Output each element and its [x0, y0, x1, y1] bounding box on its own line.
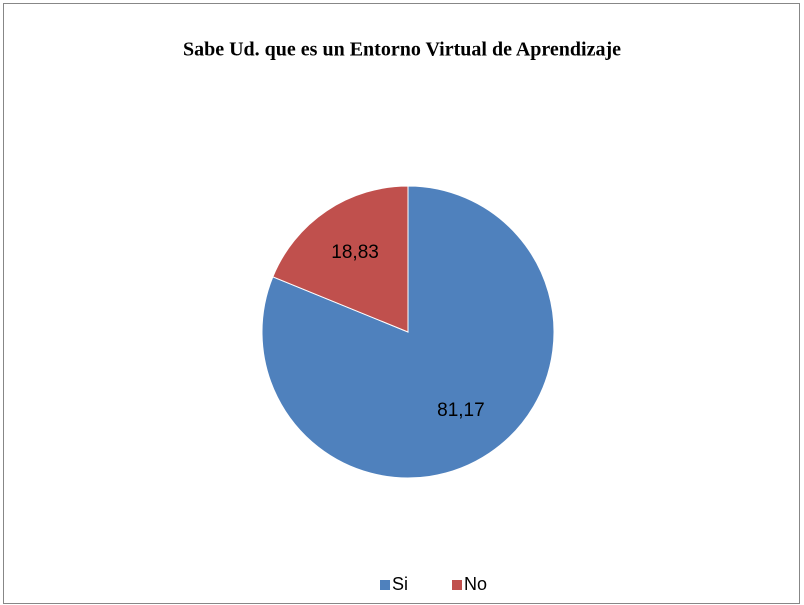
legend-label: Si: [392, 574, 408, 594]
data-label: 81,17: [437, 400, 485, 421]
chart-title: Sabe Ud. que es un Entorno Virtual de Ap…: [183, 39, 621, 61]
legend-swatch: [452, 580, 462, 590]
pie-slice: [272, 185, 409, 333]
legend-swatch: [380, 580, 390, 590]
legend-label: No: [464, 574, 487, 594]
data-label: 18,83: [331, 242, 379, 263]
